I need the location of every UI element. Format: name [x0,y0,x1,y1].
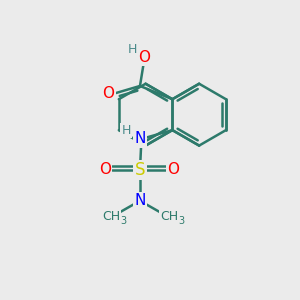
Text: O: O [167,162,179,177]
Text: O: O [103,86,115,101]
Text: O: O [99,162,111,177]
Text: N: N [134,193,146,208]
Text: N: N [134,131,146,146]
Text: H: H [122,124,131,137]
Text: S: S [135,161,145,179]
Text: CH: CH [102,211,120,224]
Text: H: H [127,43,137,56]
Text: CH: CH [160,211,178,224]
Text: O: O [138,50,150,65]
Text: 3: 3 [178,216,184,226]
Text: 3: 3 [120,216,127,226]
